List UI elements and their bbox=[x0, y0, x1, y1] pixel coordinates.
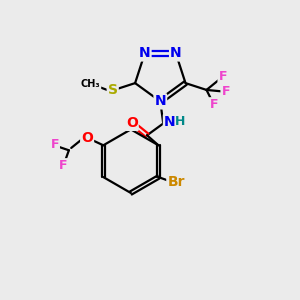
Text: O: O bbox=[81, 131, 93, 145]
Text: O: O bbox=[126, 116, 138, 130]
Text: H: H bbox=[175, 115, 185, 128]
Text: N: N bbox=[154, 94, 166, 108]
Text: F: F bbox=[50, 139, 59, 152]
Text: S: S bbox=[108, 83, 118, 98]
Text: F: F bbox=[210, 98, 218, 111]
Text: N: N bbox=[164, 115, 176, 129]
Text: CH₃: CH₃ bbox=[81, 80, 100, 89]
Text: F: F bbox=[221, 85, 230, 98]
Text: N: N bbox=[139, 46, 151, 61]
Text: N: N bbox=[170, 46, 182, 61]
Text: F: F bbox=[218, 70, 227, 83]
Text: F: F bbox=[59, 159, 67, 172]
Text: Br: Br bbox=[167, 175, 185, 188]
